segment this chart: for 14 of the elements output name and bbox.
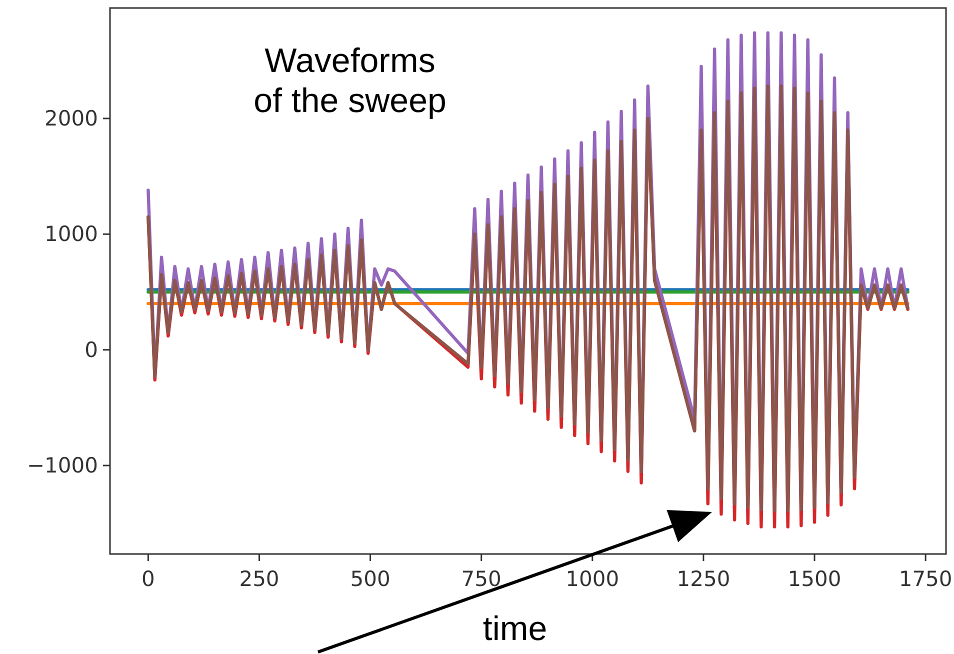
- x-tick-label: 1000: [566, 567, 620, 591]
- text: time: [482, 610, 548, 648]
- y-tick-label: 2000: [44, 106, 98, 130]
- x-tick-label: 1500: [788, 567, 842, 591]
- y-tick-label: 0: [84, 338, 98, 362]
- y-tick-label: −1000: [26, 454, 98, 478]
- x-tick-label: 1750: [898, 567, 952, 591]
- x-tick-label: 250: [239, 567, 280, 591]
- x-tick-label: 0: [142, 567, 155, 591]
- x-tick-label: 500: [350, 567, 390, 591]
- y-tick-label: 1000: [44, 222, 98, 246]
- x-tick-label: 750: [461, 567, 502, 591]
- x-tick-label: 1250: [676, 567, 730, 591]
- text: Waveforms of the sweep: [254, 42, 446, 120]
